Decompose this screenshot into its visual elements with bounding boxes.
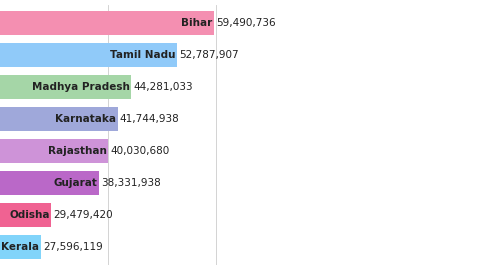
Text: 29,479,420: 29,479,420 [53, 210, 113, 220]
Bar [0, 140, 108, 163]
Text: 27,596,119: 27,596,119 [43, 242, 103, 252]
Text: 59,490,736: 59,490,736 [216, 18, 276, 28]
Bar [0, 235, 41, 258]
Bar [0, 107, 118, 130]
Text: Madhya Pradesh: Madhya Pradesh [32, 82, 130, 92]
Text: Rajasthan: Rajasthan [48, 146, 107, 156]
Text: Karnataka: Karnataka [55, 114, 116, 124]
Text: 38,331,938: 38,331,938 [101, 178, 161, 188]
Text: 52,787,907: 52,787,907 [180, 50, 239, 60]
Bar [0, 171, 99, 194]
Text: Bihar: Bihar [181, 18, 212, 28]
Text: Odisha: Odisha [9, 210, 49, 220]
Text: 41,744,938: 41,744,938 [120, 114, 180, 124]
Text: Gujarat: Gujarat [54, 178, 97, 188]
Bar [0, 204, 51, 227]
Text: Kerala: Kerala [1, 242, 39, 252]
Bar [0, 43, 178, 66]
Text: 44,281,033: 44,281,033 [133, 82, 193, 92]
Text: 40,030,680: 40,030,680 [110, 146, 170, 156]
Bar [0, 12, 214, 35]
Bar [0, 76, 132, 99]
Text: Tamil Nadu: Tamil Nadu [110, 50, 176, 60]
